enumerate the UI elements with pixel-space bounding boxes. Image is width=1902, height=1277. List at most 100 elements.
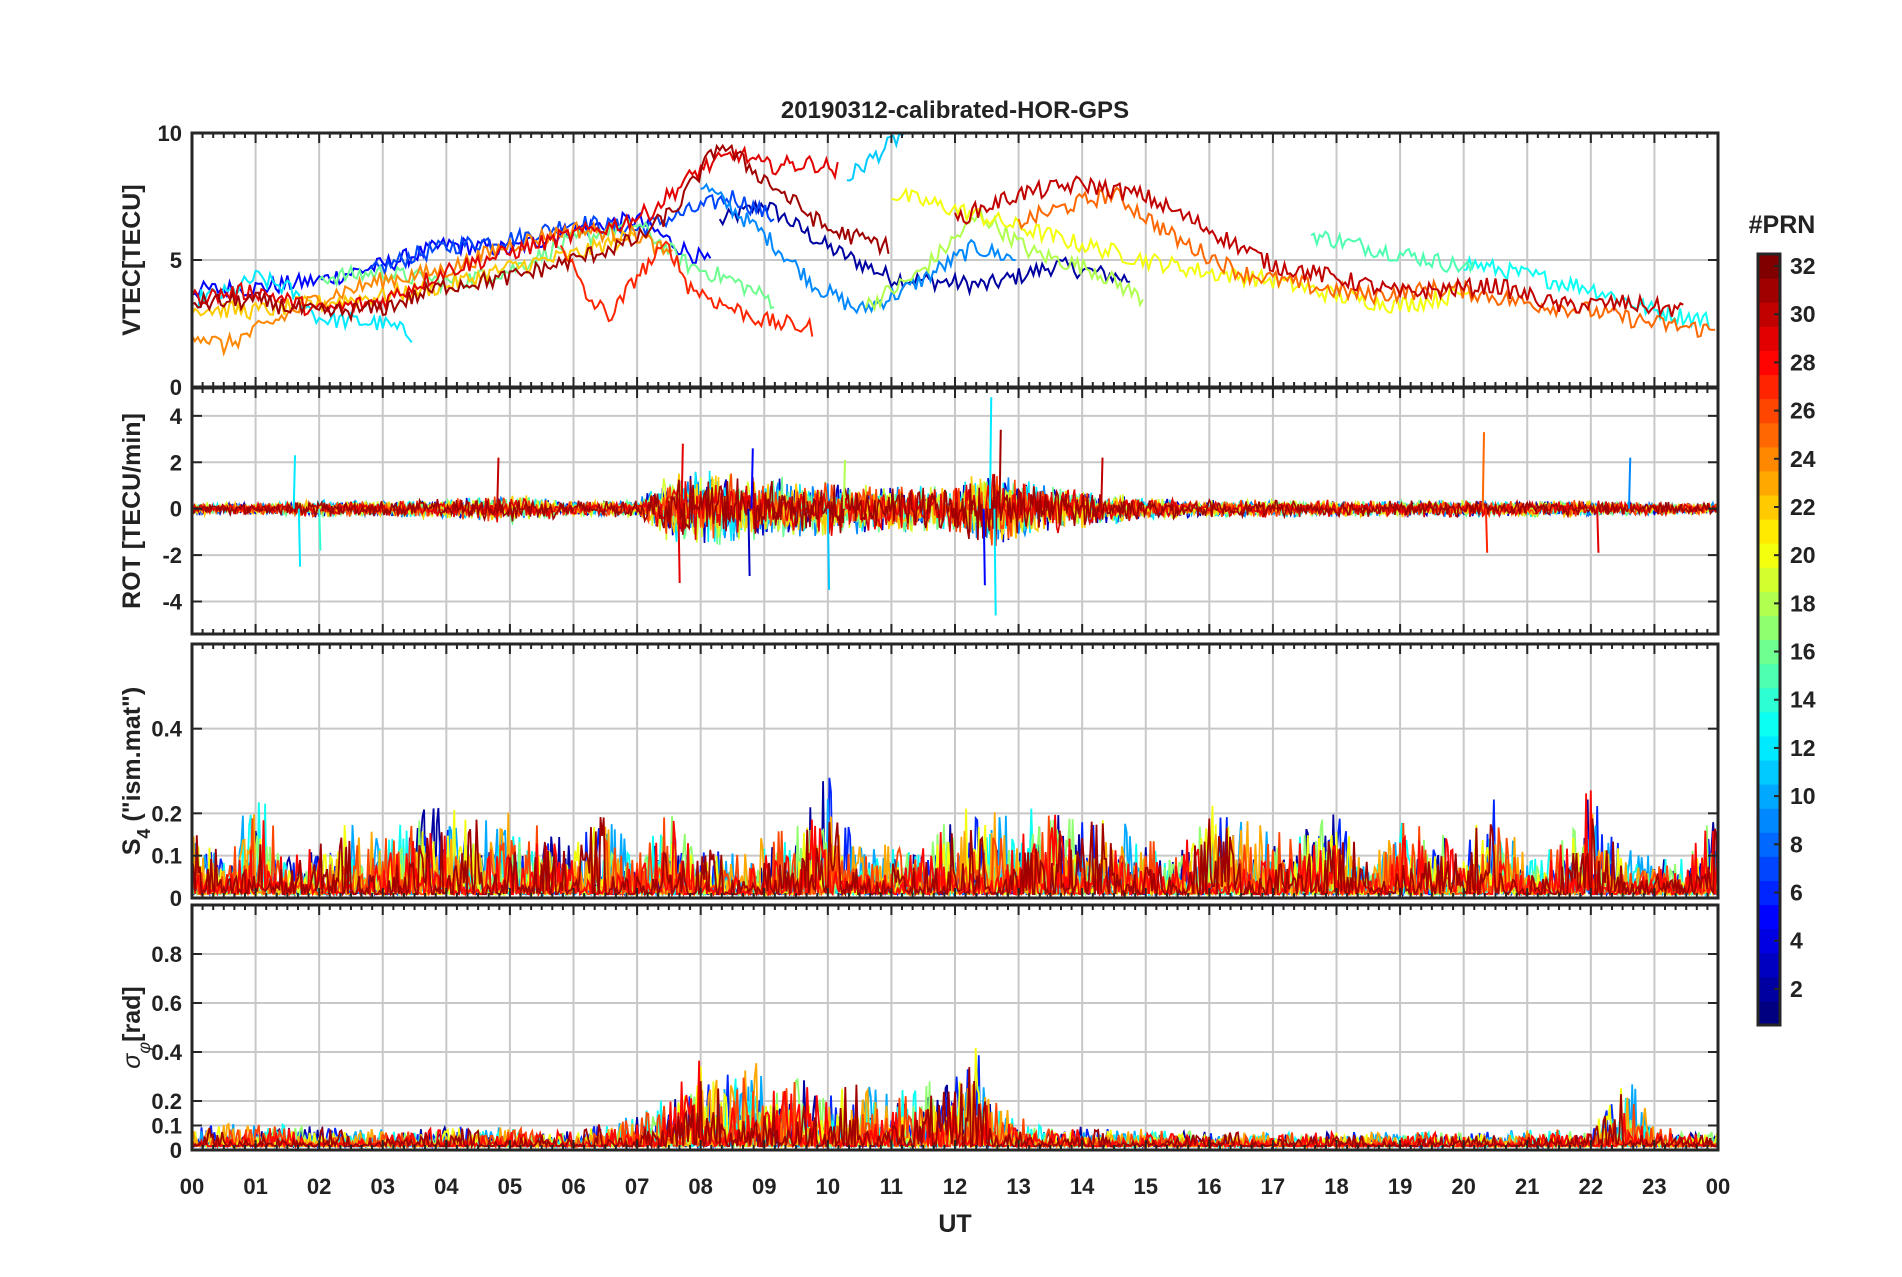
vtec-series-prn-13 <box>1463 254 1710 329</box>
colorbar-tick-label: 28 <box>1790 349 1816 375</box>
rot-spike <box>842 459 847 509</box>
colorbar-swatch <box>1758 784 1780 809</box>
rot-spike <box>1481 432 1486 509</box>
rot-spike <box>1627 457 1632 509</box>
colorbar-frame <box>1756 252 1782 1027</box>
vtec-data <box>192 133 1716 358</box>
vtec-series-prn-11 <box>846 133 907 182</box>
vtec-series-prn-9 <box>700 182 1016 315</box>
vtec-ylabel: VTEC[TECU] <box>118 184 146 335</box>
colorbar-tick-label: 12 <box>1790 735 1816 761</box>
vtec-series-prn-15 <box>1310 230 1475 274</box>
rot-spike <box>750 448 754 509</box>
vtec-series-prn-24 <box>192 220 673 358</box>
colorbar-tick-label: 22 <box>1790 494 1816 520</box>
colorbar-label: #PRN <box>1749 211 1816 239</box>
x-tick-label: 09 <box>752 1174 776 1199</box>
x-tick-label: 01 <box>243 1174 267 1199</box>
rot-spike <box>988 397 993 509</box>
colorbar-swatch <box>1758 1000 1780 1026</box>
x-axis: 00 01 02 03 04 05 06 07 08 09 10 11 12 13 14 15 16 17 18 19… <box>180 1174 1730 1199</box>
y-tick-label: 5 <box>170 248 182 273</box>
vtec-series-prn-25 <box>1017 186 1716 338</box>
colorbar-swatch <box>1758 711 1780 737</box>
vtec-series-prn-31 <box>192 143 890 323</box>
colorbar-tick-label: 14 <box>1790 687 1816 713</box>
y-tick-label: 0.8 <box>151 942 182 967</box>
panel-sigma_phi: 00.10.2 0.4 0.6 0.8 σφ[rad] <box>118 903 1720 1163</box>
y-tick-label: 10 <box>158 121 182 146</box>
x-tick-label: 23 <box>1642 1174 1666 1199</box>
vtec-series-prn-30 <box>954 175 1684 319</box>
vtec-series-prn-7 <box>369 190 775 277</box>
colorbar-swatch <box>1758 904 1780 930</box>
rot-spike <box>993 508 997 616</box>
colorbar-swatch <box>1758 856 1780 882</box>
colorbar-swatch <box>1758 832 1780 857</box>
panel-rot: -4 -2 0 2 4 ROT [TECU/min] <box>118 386 1720 636</box>
y-tick-label: 0 <box>170 497 182 522</box>
colorbar-swatch <box>1758 759 1780 785</box>
y-tick-label: 2 <box>170 450 182 475</box>
y-tick-label: 0.1 <box>151 1114 182 1139</box>
rot-spike <box>496 457 500 509</box>
x-tick-label: 00 <box>180 1174 204 1199</box>
colorbar-swatch <box>1758 470 1780 496</box>
y-tick-label: 0 <box>170 1138 182 1163</box>
colorbar-tick-label: 20 <box>1790 542 1816 568</box>
rot-spike <box>1100 457 1104 509</box>
x-tick-label: 02 <box>307 1174 331 1199</box>
colorbar-swatch <box>1758 326 1780 351</box>
colorbar-tick-label: 2 <box>1790 976 1803 1002</box>
y-tick-label: 0.2 <box>151 1089 182 1114</box>
colorbar-tick-label: 24 <box>1790 446 1816 472</box>
x-tick-label: 19 <box>1388 1174 1412 1199</box>
colorbar-swatch <box>1758 687 1780 713</box>
x-tick-label: 04 <box>434 1174 459 1199</box>
colorbar-swatch <box>1758 398 1780 424</box>
vtec-ticks <box>191 132 1719 388</box>
colorbar-tick-label: 32 <box>1790 253 1816 279</box>
colorbar-swatch <box>1758 567 1780 592</box>
colorbar-swatch <box>1758 519 1780 544</box>
colorbar-swatch <box>1758 302 1780 327</box>
colorbar-swatch <box>1758 952 1780 978</box>
rot-ylabel: ROT [TECU/min] <box>118 413 146 609</box>
x-tick-label: 07 <box>625 1174 649 1199</box>
y-tick-label: 0.4 <box>151 1040 182 1065</box>
x-tick-label: 21 <box>1515 1174 1539 1199</box>
colorbar-swatch <box>1758 808 1780 833</box>
rot-spike <box>998 429 1002 509</box>
colorbar-swatch <box>1758 639 1780 665</box>
colorbar-swatch <box>1758 615 1780 641</box>
y-tick-label: 0 <box>170 886 182 911</box>
colorbar-tick-label: 18 <box>1790 590 1816 616</box>
colorbar-swatch <box>1758 543 1780 568</box>
rot-ticks <box>191 388 1719 634</box>
x-tick-label: 05 <box>498 1174 522 1199</box>
rot-spike <box>1596 508 1600 553</box>
y-tick-label: 4 <box>170 404 183 429</box>
colorbar-swatch <box>1758 880 1780 906</box>
colorbar-swatch <box>1758 446 1780 472</box>
vtec-series-prn-20 <box>891 186 1475 314</box>
rot-spike <box>297 508 302 567</box>
x-tick-label: 03 <box>371 1174 395 1199</box>
x-tick-label: 08 <box>688 1174 712 1199</box>
colorbar-tick-label: 4 <box>1790 928 1803 954</box>
x-tick-label: 18 <box>1324 1174 1348 1199</box>
vtec-series-prn-16 <box>318 218 775 310</box>
rot-series-prn-31 <box>192 474 1718 547</box>
colorbar-swatch <box>1758 494 1780 520</box>
y-tick-label: 0.6 <box>151 991 182 1016</box>
y-tick-label: 0.4 <box>151 717 182 742</box>
x-tick-label: 13 <box>1006 1174 1030 1199</box>
colorbar-swatch <box>1758 591 1780 617</box>
x-tick-label: 17 <box>1261 1174 1285 1199</box>
x-tick-label: 16 <box>1197 1174 1221 1199</box>
panel-s4: 0 0.1 0.2 0.4S4 ("ism.mat") <box>118 642 1720 911</box>
vtec-series-prn-27 <box>559 240 814 337</box>
x-tick-label: 10 <box>816 1174 840 1199</box>
